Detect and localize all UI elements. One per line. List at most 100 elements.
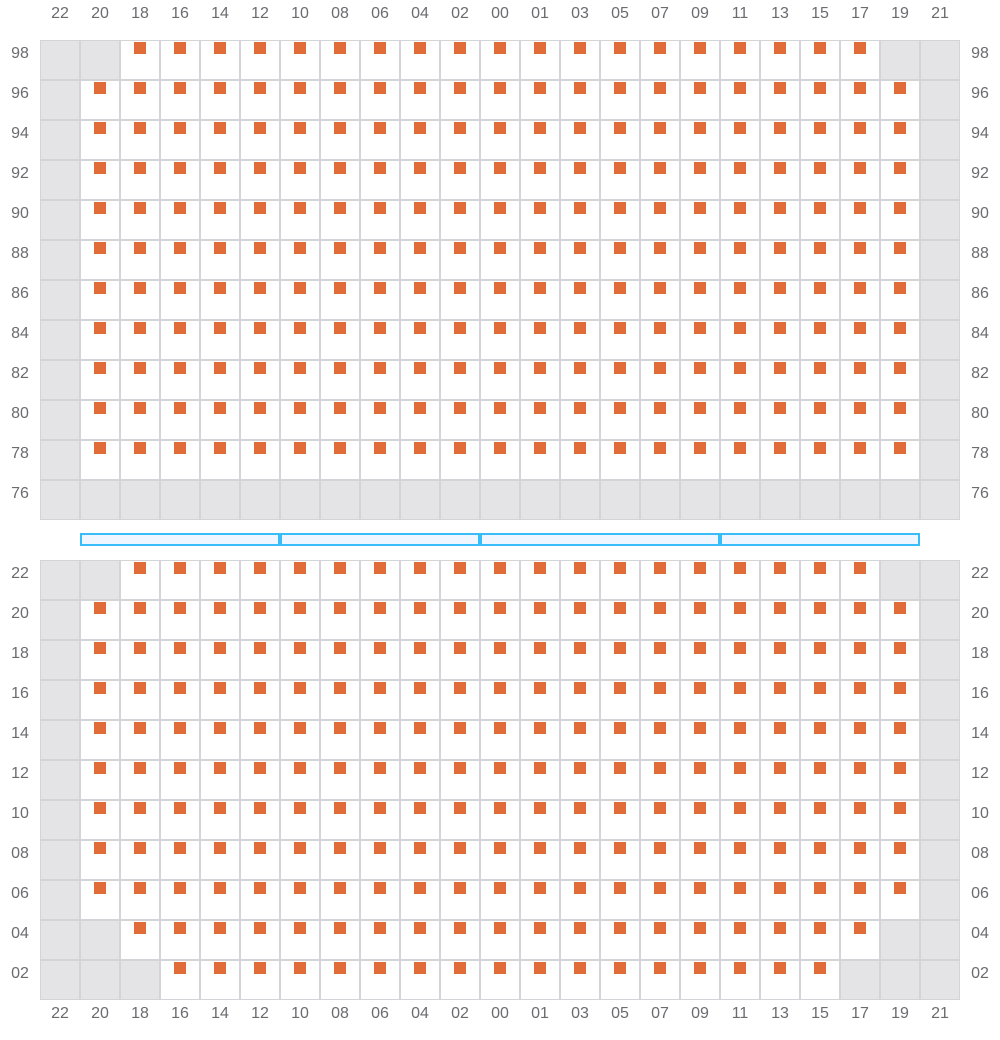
seat-10-19[interactable] [894, 802, 906, 814]
seat-84-07[interactable] [654, 322, 666, 334]
seat-84-19[interactable] [894, 322, 906, 334]
seat-12-14[interactable] [214, 762, 226, 774]
seat-20-14[interactable] [214, 602, 226, 614]
seat-84-20[interactable] [94, 322, 106, 334]
seat-94-03[interactable] [574, 122, 586, 134]
seat-18-17[interactable] [854, 642, 866, 654]
seat-98-02[interactable] [454, 42, 466, 54]
seat-20-03[interactable] [574, 602, 586, 614]
seat-82-08[interactable] [334, 362, 346, 374]
seat-92-07[interactable] [654, 162, 666, 174]
seat-14-12[interactable] [254, 722, 266, 734]
seat-92-20[interactable] [94, 162, 106, 174]
seat-20-10[interactable] [294, 602, 306, 614]
seat-90-18[interactable] [134, 202, 146, 214]
seat-14-10[interactable] [294, 722, 306, 734]
seat-22-07[interactable] [654, 562, 666, 574]
seat-94-01[interactable] [534, 122, 546, 134]
seat-94-09[interactable] [694, 122, 706, 134]
seat-18-16[interactable] [174, 642, 186, 654]
seat-04-04[interactable] [414, 922, 426, 934]
seat-82-00[interactable] [494, 362, 506, 374]
seat-98-06[interactable] [374, 42, 386, 54]
seat-08-16[interactable] [174, 842, 186, 854]
seat-06-05[interactable] [614, 882, 626, 894]
seat-22-01[interactable] [534, 562, 546, 574]
seat-88-10[interactable] [294, 242, 306, 254]
seat-94-07[interactable] [654, 122, 666, 134]
seat-08-18[interactable] [134, 842, 146, 854]
seat-20-04[interactable] [414, 602, 426, 614]
seat-02-11[interactable] [734, 962, 746, 974]
seat-22-02[interactable] [454, 562, 466, 574]
seat-20-18[interactable] [134, 602, 146, 614]
seat-88-18[interactable] [134, 242, 146, 254]
seat-02-09[interactable] [694, 962, 706, 974]
seat-80-03[interactable] [574, 402, 586, 414]
seat-86-01[interactable] [534, 282, 546, 294]
seat-06-01[interactable] [534, 882, 546, 894]
seat-78-04[interactable] [414, 442, 426, 454]
seat-20-06[interactable] [374, 602, 386, 614]
seat-06-19[interactable] [894, 882, 906, 894]
seat-06-15[interactable] [814, 882, 826, 894]
seat-86-19[interactable] [894, 282, 906, 294]
seat-78-09[interactable] [694, 442, 706, 454]
seat-16-19[interactable] [894, 682, 906, 694]
seat-10-07[interactable] [654, 802, 666, 814]
seat-04-09[interactable] [694, 922, 706, 934]
seat-12-19[interactable] [894, 762, 906, 774]
seat-92-06[interactable] [374, 162, 386, 174]
seat-10-18[interactable] [134, 802, 146, 814]
seat-98-08[interactable] [334, 42, 346, 54]
seat-96-06[interactable] [374, 82, 386, 94]
seat-10-01[interactable] [534, 802, 546, 814]
seat-08-04[interactable] [414, 842, 426, 854]
seat-22-18[interactable] [134, 562, 146, 574]
seat-20-08[interactable] [334, 602, 346, 614]
seat-86-08[interactable] [334, 282, 346, 294]
seat-92-10[interactable] [294, 162, 306, 174]
seat-22-09[interactable] [694, 562, 706, 574]
seat-80-12[interactable] [254, 402, 266, 414]
seat-10-16[interactable] [174, 802, 186, 814]
seat-90-12[interactable] [254, 202, 266, 214]
seat-14-18[interactable] [134, 722, 146, 734]
seat-78-10[interactable] [294, 442, 306, 454]
seat-92-12[interactable] [254, 162, 266, 174]
seat-02-16[interactable] [174, 962, 186, 974]
seat-88-07[interactable] [654, 242, 666, 254]
seat-06-00[interactable] [494, 882, 506, 894]
seat-20-19[interactable] [894, 602, 906, 614]
seat-84-14[interactable] [214, 322, 226, 334]
seat-14-11[interactable] [734, 722, 746, 734]
seat-14-02[interactable] [454, 722, 466, 734]
seat-96-19[interactable] [894, 82, 906, 94]
seat-80-13[interactable] [774, 402, 786, 414]
seat-88-11[interactable] [734, 242, 746, 254]
seat-86-02[interactable] [454, 282, 466, 294]
seat-06-17[interactable] [854, 882, 866, 894]
seat-18-10[interactable] [294, 642, 306, 654]
seat-78-12[interactable] [254, 442, 266, 454]
seat-82-03[interactable] [574, 362, 586, 374]
seat-16-16[interactable] [174, 682, 186, 694]
seat-92-08[interactable] [334, 162, 346, 174]
seat-04-05[interactable] [614, 922, 626, 934]
seat-06-03[interactable] [574, 882, 586, 894]
seat-20-01[interactable] [534, 602, 546, 614]
seat-08-07[interactable] [654, 842, 666, 854]
seat-16-05[interactable] [614, 682, 626, 694]
seat-18-13[interactable] [774, 642, 786, 654]
seat-96-14[interactable] [214, 82, 226, 94]
seat-94-06[interactable] [374, 122, 386, 134]
seat-94-08[interactable] [334, 122, 346, 134]
seat-12-17[interactable] [854, 762, 866, 774]
seat-94-13[interactable] [774, 122, 786, 134]
seat-86-04[interactable] [414, 282, 426, 294]
seat-20-02[interactable] [454, 602, 466, 614]
seat-04-10[interactable] [294, 922, 306, 934]
seat-96-15[interactable] [814, 82, 826, 94]
seat-18-07[interactable] [654, 642, 666, 654]
seat-98-10[interactable] [294, 42, 306, 54]
